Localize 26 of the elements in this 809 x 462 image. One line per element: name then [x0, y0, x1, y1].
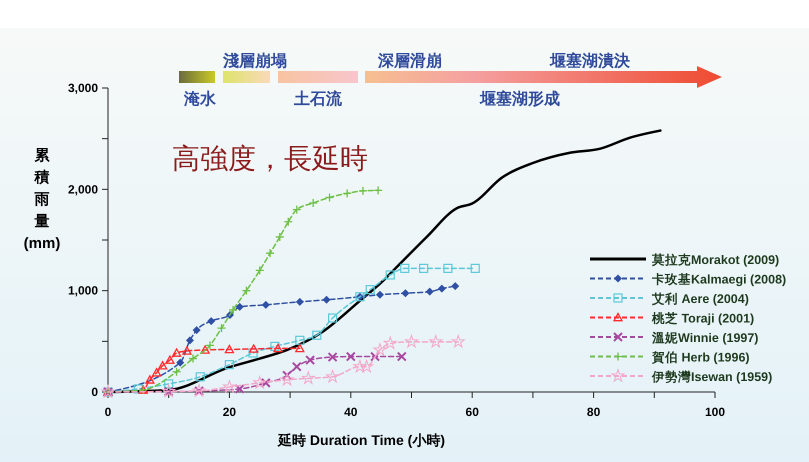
y-axis-title: 累積雨量(mm): [24, 147, 60, 252]
text: 深層滑崩: [377, 51, 442, 70]
legend-label: 伊勢灣Isewan (1959): [651, 369, 772, 384]
legend-label: 溫妮Winnie (1997): [651, 331, 758, 345]
legend-label: 莫拉克Morakot (2009): [651, 252, 780, 267]
x-tick-label: 100: [704, 405, 726, 419]
legend-label: 艾利 Aere (2004): [651, 291, 749, 306]
x-tick-label: 40: [344, 405, 358, 419]
text: 堰塞湖潰決: [549, 51, 631, 70]
y-tick-label: 1,000: [68, 284, 98, 298]
annotation: 堰塞湖形成: [479, 89, 560, 108]
legend-label: 賀伯 Herb (1996): [651, 350, 750, 364]
annotation: 淹水: [183, 89, 217, 108]
y-tick-label: 3,000: [68, 81, 98, 95]
x-tick-label: 60: [466, 405, 480, 419]
legend-label: 卡玫基Kalmaegi (2008): [651, 272, 786, 286]
x-axis-title: 延時 Duration Time (小時): [277, 432, 445, 448]
x-tick-label: 20: [222, 405, 236, 419]
y-tick-label: 2,000: [68, 182, 98, 196]
x-tick-label: 80: [586, 405, 601, 419]
annotation: 土石流: [293, 89, 343, 108]
annotation: 高強度，長延時: [172, 142, 368, 175]
y-tick-label: 0: [91, 385, 98, 399]
text: 淺層崩塌: [222, 51, 287, 70]
x-tick-label: 0: [104, 405, 112, 419]
legend-label: 桃芝 Toraji (2001): [651, 312, 754, 326]
